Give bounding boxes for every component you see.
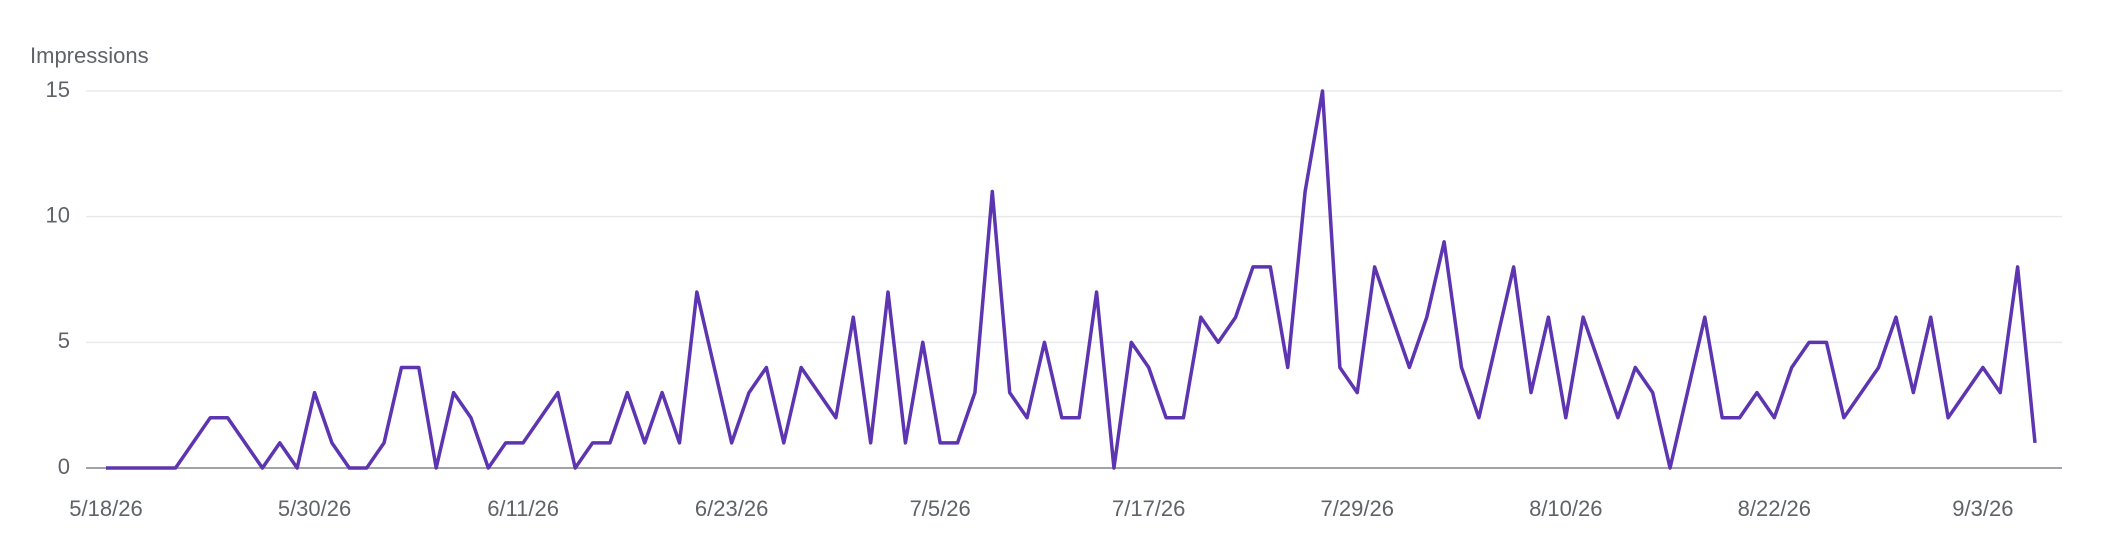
x-tick-label: 7/5/26 [910, 496, 971, 521]
y-tick-label: 10 [46, 202, 70, 227]
x-tick-label: 5/30/26 [278, 496, 351, 521]
x-tick-label: 7/29/26 [1321, 496, 1394, 521]
x-tick-label: 9/3/26 [1952, 496, 2013, 521]
x-tick-label: 7/17/26 [1112, 496, 1185, 521]
y-tick-label: 0 [58, 454, 70, 479]
x-tick-label: 5/18/26 [69, 496, 142, 521]
x-tick-label: 6/11/26 [487, 496, 559, 521]
y-axis-label: Impressions [30, 43, 149, 68]
y-tick-label: 15 [46, 77, 70, 102]
x-tick-label: 6/23/26 [695, 496, 768, 521]
x-tick-label: 8/22/26 [1738, 496, 1811, 521]
y-tick-label: 5 [58, 328, 70, 353]
data-line [106, 89, 2037, 470]
x-tick-label: 8/10/26 [1529, 496, 1602, 521]
